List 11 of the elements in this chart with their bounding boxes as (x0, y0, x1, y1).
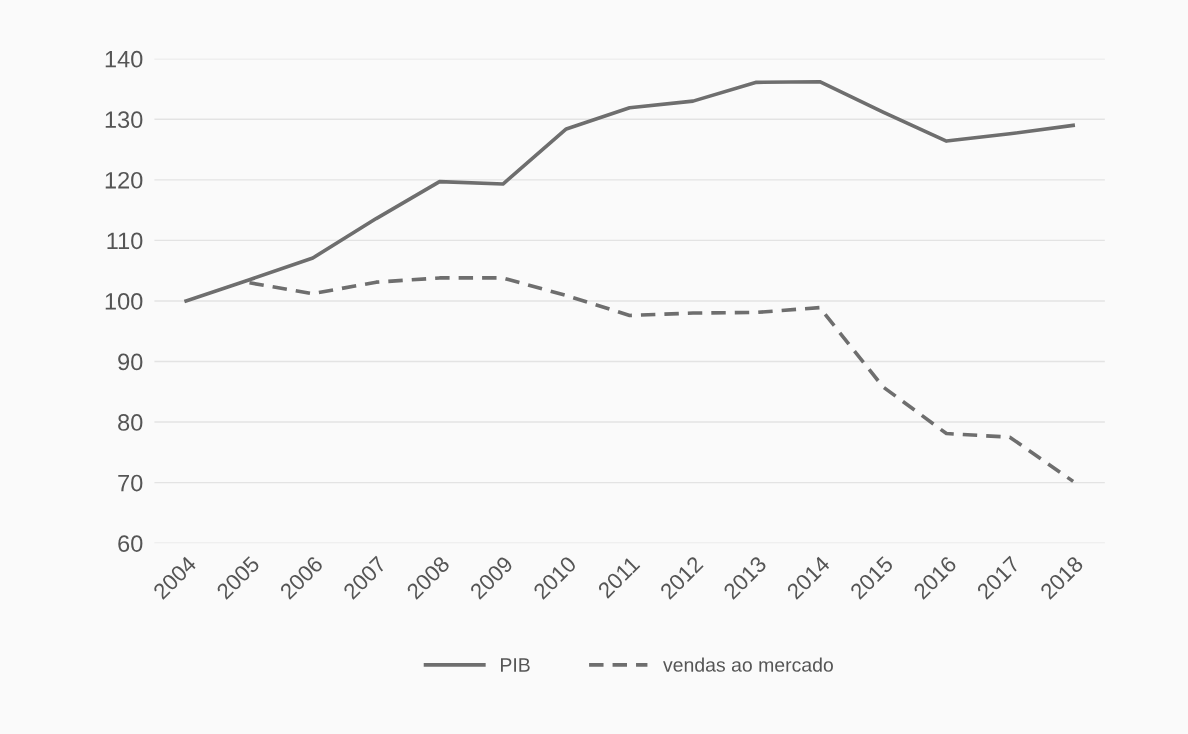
y-tick-label: 120 (105, 171, 143, 189)
y-tick-label: 110 (107, 232, 143, 250)
y-tick-label: 70 (118, 474, 143, 492)
legend-label: PIB (501, 658, 530, 672)
y-tick-label: 60 (118, 535, 143, 552)
y-tick-label: 80 (118, 414, 143, 431)
y-tick-label: 90 (118, 353, 143, 371)
y-tick-label: 140 (105, 50, 143, 68)
y-tick-label: 130 (105, 111, 143, 129)
y-tick-label: 100 (105, 293, 143, 310)
legend-label: vendas ao mercado (663, 657, 833, 672)
